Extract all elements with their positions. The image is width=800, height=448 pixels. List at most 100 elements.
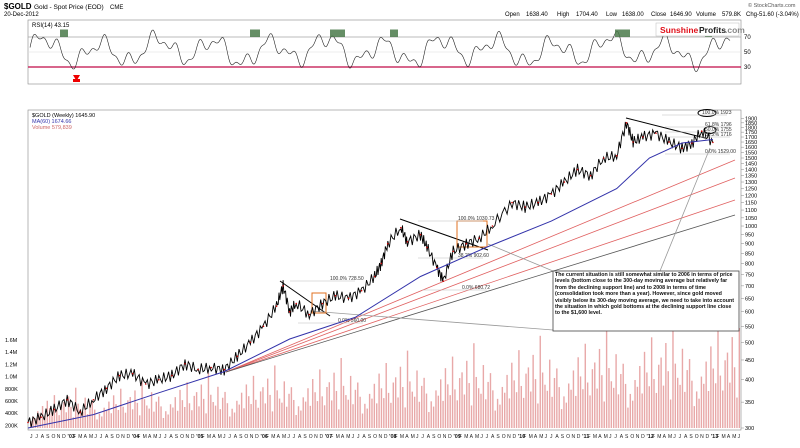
high-value: 1704.40 xyxy=(576,12,598,18)
volume-bar xyxy=(105,410,108,428)
volume-bar xyxy=(558,387,560,428)
time-axis-label: J xyxy=(421,434,424,440)
volume-bar xyxy=(82,411,84,428)
time-axis-label: M xyxy=(604,434,608,440)
support-line xyxy=(225,159,736,373)
time-axis-label: A xyxy=(212,434,216,440)
volume-bar xyxy=(264,403,267,428)
time-axis-label: J xyxy=(357,434,360,440)
time-axis-label: A xyxy=(362,434,366,440)
volume-bar xyxy=(285,406,288,428)
volume-bar xyxy=(421,385,423,428)
price-tick-label: 800 xyxy=(745,261,754,267)
volume-bar xyxy=(70,406,72,428)
close-value: 1646.90 xyxy=(670,12,692,18)
volume-bar xyxy=(551,396,553,428)
price-point xyxy=(465,242,468,245)
time-axis-label: J xyxy=(228,434,231,440)
volume-bar xyxy=(314,392,316,428)
volume-bar xyxy=(475,376,477,428)
volume-bar xyxy=(601,375,603,428)
time-axis-label: S xyxy=(368,434,372,440)
volume-bar xyxy=(653,379,655,428)
volume-tick-label: 1.6M xyxy=(5,338,18,344)
time-axis-label: D xyxy=(448,434,452,440)
volume-bar xyxy=(84,397,86,428)
fib-level-label: 38.2% 902.60 xyxy=(458,253,489,259)
volume-bar xyxy=(304,401,307,428)
volume-bar xyxy=(174,397,176,428)
time-axis-label: D xyxy=(319,434,323,440)
time-axis-label: M xyxy=(346,434,350,440)
price-point xyxy=(589,174,592,177)
price-point xyxy=(131,372,134,375)
volume-bar xyxy=(404,407,406,428)
time-axis-label: F xyxy=(202,434,205,440)
volume-bar xyxy=(463,394,466,428)
volume-bar xyxy=(541,372,544,428)
volume-bar xyxy=(577,357,579,428)
time-axis-label: M xyxy=(593,434,597,440)
volume-bar xyxy=(172,407,174,428)
logo-part-com: .com xyxy=(725,25,745,35)
volume-bar xyxy=(48,408,51,428)
volume-bar xyxy=(549,359,551,428)
volume-bar xyxy=(456,400,458,428)
volume-bar xyxy=(530,391,532,428)
volume-bar xyxy=(333,372,335,428)
volume-bar xyxy=(229,416,231,428)
time-axis-label: '13 xyxy=(711,434,718,440)
time-axis-label: A xyxy=(684,434,688,440)
price-tick-label: 1800 xyxy=(745,125,757,131)
volume-bar xyxy=(347,399,349,428)
volume-bar xyxy=(629,393,632,428)
volume-bar xyxy=(440,379,442,428)
price-point xyxy=(380,262,383,265)
time-axis-label: D xyxy=(126,434,130,440)
volume-bar xyxy=(297,406,300,428)
volume-bar xyxy=(162,417,165,428)
price-axis: 1900185018001750170016501600155015001450… xyxy=(741,116,757,432)
volume-bar xyxy=(409,381,411,428)
price-point xyxy=(321,302,324,305)
volume-bar xyxy=(729,382,731,428)
volume-bar xyxy=(515,392,518,428)
price-tick-label: 1100 xyxy=(745,208,757,214)
time-axis-label: O xyxy=(116,434,120,440)
price-point xyxy=(184,362,186,365)
price-point xyxy=(223,368,226,371)
price-tick-label: 1700 xyxy=(745,135,757,141)
price-point xyxy=(40,416,42,418)
volume-bar xyxy=(494,410,496,428)
volume-bar xyxy=(281,402,283,428)
volume-bar xyxy=(423,377,425,428)
time-axis-label: S xyxy=(303,434,307,440)
volume-bar xyxy=(157,396,160,428)
volume-bar xyxy=(146,405,148,428)
volume-bar xyxy=(487,381,489,428)
volume-bar xyxy=(148,408,150,428)
volume-bar xyxy=(416,370,418,428)
volume-bar xyxy=(477,388,480,428)
price-tick-label: 1300 xyxy=(745,180,757,186)
price-point xyxy=(478,237,481,240)
price-point xyxy=(436,266,438,269)
rsi-overbought-area xyxy=(390,29,398,37)
volume-bar xyxy=(112,395,115,428)
time-axis-label: D xyxy=(641,434,645,440)
volume-bar xyxy=(252,375,255,428)
volume-bar xyxy=(335,390,338,428)
time-axis-label: M xyxy=(78,434,82,440)
volume-bar xyxy=(482,365,485,428)
volume-bar xyxy=(56,410,58,428)
price-tick-label: 1750 xyxy=(745,130,757,136)
volume-bar xyxy=(328,382,331,428)
volume-bar xyxy=(473,343,475,428)
time-axis-label: J xyxy=(293,434,296,440)
volume-tick-label: 1.2M xyxy=(5,362,18,368)
volume-bar xyxy=(553,377,556,428)
time-axis-label: O xyxy=(437,434,441,440)
volume-bar xyxy=(188,403,191,428)
